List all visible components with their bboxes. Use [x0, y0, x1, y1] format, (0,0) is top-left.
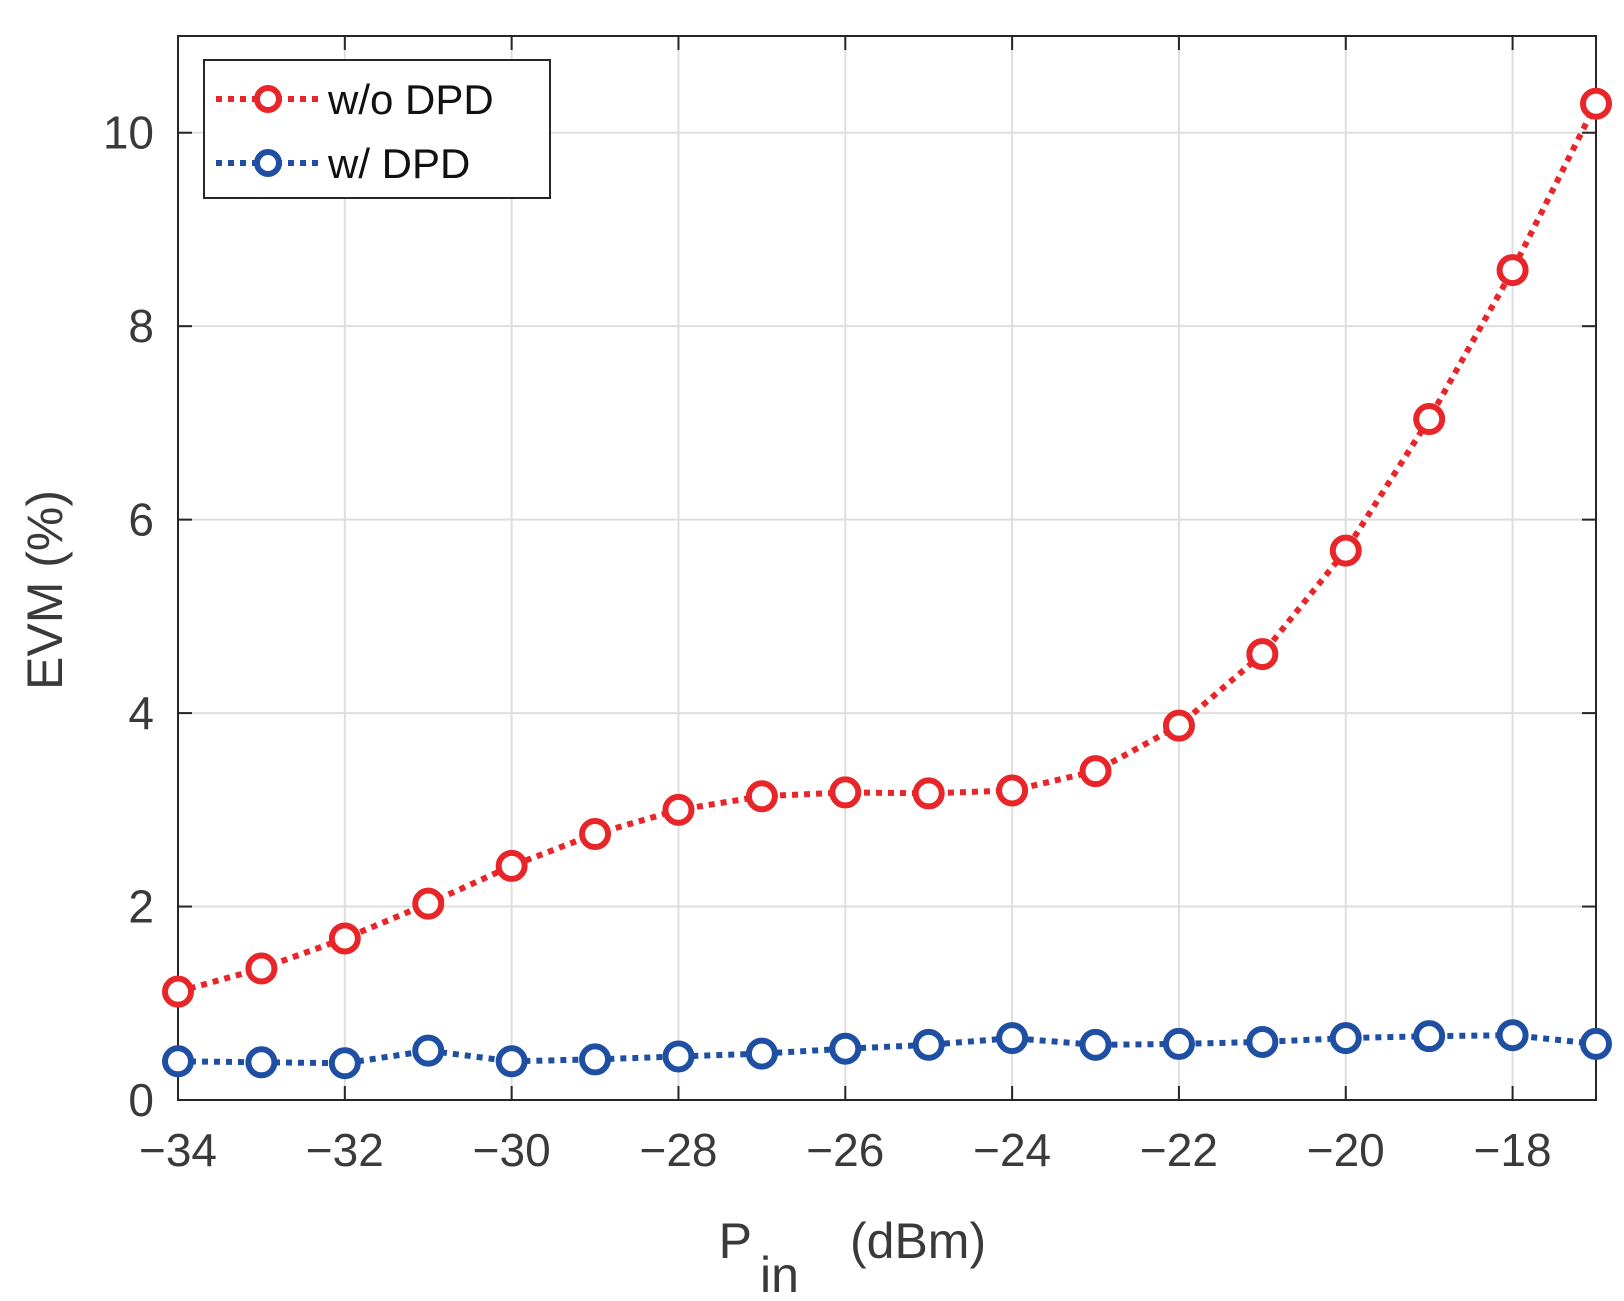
x-tick-label: −30: [473, 1124, 551, 1176]
x-tick-label: −18: [1474, 1124, 1552, 1176]
y-tick-label: 0: [128, 1074, 154, 1126]
x-axis-label: P in (dBm): [719, 1213, 986, 1301]
y-tick-label: 10: [103, 107, 154, 159]
x-tick-label: −20: [1307, 1124, 1385, 1176]
series-layer: [162, 87, 1612, 1080]
legend-label-wo-dpd: w/o DPD: [327, 76, 494, 123]
x-axis-label-subscript: in: [760, 1247, 799, 1296]
data-point: [912, 1028, 945, 1061]
data-point: [328, 1047, 361, 1080]
data-point: [245, 952, 278, 985]
x-tick-label: −26: [806, 1124, 884, 1176]
plot-frame: [177, 35, 1597, 1101]
data-point: [996, 774, 1029, 807]
data-point: [1079, 755, 1112, 788]
data-point: [579, 1043, 612, 1076]
legend: w/o DPD w/ DPD: [203, 59, 551, 199]
y-tick-label: 2: [128, 881, 154, 933]
data-point: [912, 777, 945, 810]
data-point: [245, 1046, 278, 1079]
y-tick-label: 4: [128, 687, 154, 739]
data-point: [829, 776, 862, 809]
data-point: [745, 1037, 778, 1070]
data-point: [1329, 1022, 1362, 1055]
data-point: [412, 1034, 445, 1067]
data-point: [829, 1032, 862, 1065]
data-point: [1079, 1028, 1112, 1061]
x-tick-label: −28: [639, 1124, 717, 1176]
legend-label-w-dpd: w/ DPD: [327, 140, 470, 187]
legend-marker-w-dpd: [254, 149, 282, 177]
data-point: [1580, 1027, 1612, 1060]
series-line: [177, 1032, 1597, 1067]
data-point: [662, 793, 695, 826]
x-tick-label: −24: [973, 1124, 1051, 1176]
data-point: [162, 975, 194, 1008]
legend-entry-w-dpd: w/ DPD: [216, 140, 470, 187]
x-tick-label: −22: [1140, 1124, 1218, 1176]
data-point: [495, 1045, 528, 1078]
x-axis-label-unit: (dBm): [850, 1213, 986, 1269]
data-point: [495, 849, 528, 882]
series-w-o-dpd: [162, 87, 1612, 1008]
data-point: [1329, 534, 1362, 567]
data-point: [412, 887, 445, 920]
data-point: [328, 922, 361, 955]
data-point: [996, 1022, 1029, 1055]
data-point: [579, 818, 612, 850]
y-tick-label: 8: [128, 300, 154, 352]
legend-entry-wo-dpd: w/o DPD: [216, 76, 494, 123]
data-point: [1413, 403, 1446, 436]
data-point: [1162, 1027, 1195, 1060]
x-tick-label: −32: [306, 1124, 384, 1176]
data-point: [1246, 1025, 1279, 1058]
data-point: [745, 780, 778, 813]
series-w-dpd: [162, 1019, 1612, 1080]
x-tick-label: −34: [139, 1124, 217, 1176]
legend-marker-wo-dpd: [254, 85, 282, 113]
y-axis-label: EVM (%): [17, 490, 73, 690]
data-point: [1496, 254, 1529, 287]
data-point: [662, 1040, 695, 1073]
data-point: [1246, 638, 1279, 671]
x-axis-label-main: P: [719, 1213, 752, 1269]
data-point: [1162, 709, 1195, 742]
data-point: [1496, 1019, 1529, 1052]
data-point: [162, 1045, 194, 1078]
y-tick-label: 6: [128, 494, 154, 546]
tick-labels: −34 −32 −30 −28 −26 −24 −22 −20 −18 0 2 4 6 8 10: [103, 107, 1552, 1176]
data-point: [1580, 87, 1612, 120]
data-point: [1413, 1020, 1446, 1053]
